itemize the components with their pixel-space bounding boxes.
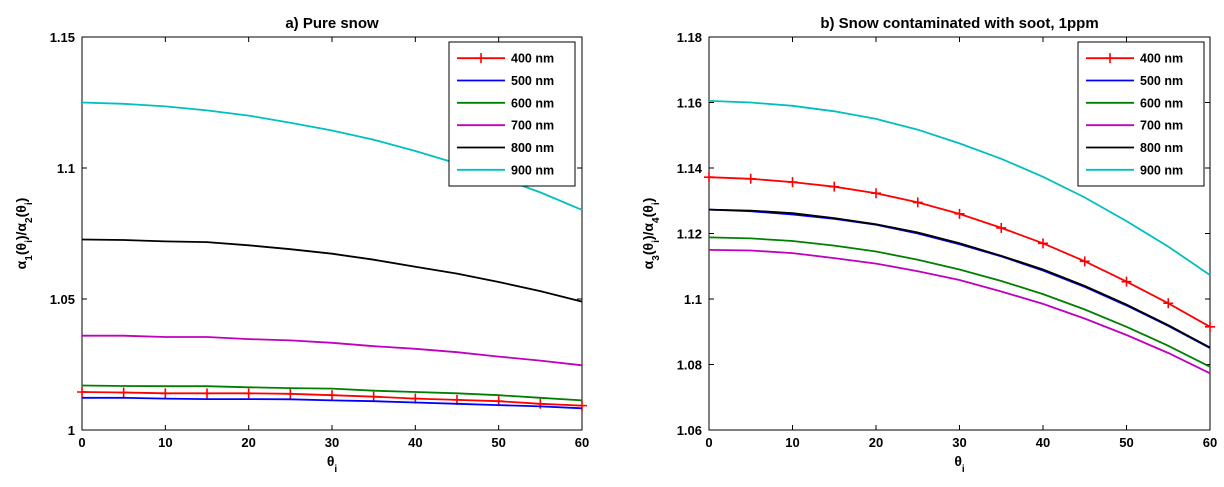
legend: 400 nm 500 nm 600 nm 700 nm 800 nm 900 nm: [1077, 41, 1205, 187]
x-tick-label: 60: [575, 435, 589, 450]
x-tick-label: 60: [1203, 435, 1217, 450]
legend: 400 nm 500 nm 600 nm 700 nm 800 nm 900 nm: [448, 41, 576, 187]
x-tick-label: 40: [1036, 435, 1050, 450]
data-point-marker: [1163, 298, 1174, 309]
data-point-marker: [77, 387, 87, 398]
data-point-marker: [1121, 276, 1132, 287]
x-tick-label: 50: [491, 435, 505, 450]
legend-entry-label: 600 nm: [1140, 96, 1183, 110]
series-line-600-nm: [708, 236, 1211, 368]
x-tick-label: 20: [869, 435, 883, 450]
legend-entry-label: 400 nm: [1140, 52, 1183, 66]
data-point-marker: [1205, 321, 1215, 332]
y-tick-label: 1.18: [677, 30, 702, 45]
chart-panel-1: a) Pure snow 0 10 20 30 40 50 60 1 1.05 1.1 1.15 θi α…: [13, 15, 589, 475]
y-tick-label: 1.14: [677, 161, 703, 176]
legend-entry-label: 800 nm: [511, 141, 554, 155]
x-tick-label: 20: [241, 435, 255, 450]
legend-entry-label: 400 nm: [511, 52, 554, 66]
y-tick-label: 1: [68, 423, 75, 438]
legend-entry-label: 700 nm: [511, 119, 554, 133]
series-line-500-nm: [82, 396, 583, 410]
data-point-marker: [787, 177, 798, 188]
legend-box: [1077, 41, 1205, 187]
legend-entry-label: 900 nm: [511, 163, 554, 177]
legend-marker: [1105, 53, 1115, 64]
legend-entry-label: 600 nm: [511, 96, 554, 110]
x-tick-label: 10: [785, 435, 799, 450]
series-line-900-nm: [708, 100, 1211, 276]
series-line-800-nm: [708, 208, 1211, 349]
data-point-marker: [368, 391, 379, 402]
y-tick-label: 1.16: [677, 96, 702, 111]
x-tick-label: 30: [952, 435, 966, 450]
chart-panel-2: b) Snow contaminated with soot, 1ppm 0 10 2…: [640, 15, 1217, 475]
legend-marker: [476, 53, 486, 64]
y-axis-label: α3(θi)/α4(θi): [640, 198, 662, 270]
data-point-marker: [829, 181, 840, 192]
data-point-marker: [118, 387, 129, 398]
chart-title: b) Snow contaminated with soot, 1ppm: [820, 15, 1098, 32]
series-line-800-nm: [81, 238, 583, 303]
y-tick-label: 1.1: [57, 161, 75, 176]
data-point-marker: [912, 197, 923, 208]
chart-title: a) Pure snow: [285, 15, 379, 32]
y-tick-label: 1.1: [684, 292, 702, 307]
legend-entry-label: 800 nm: [1140, 141, 1183, 155]
x-tick-label: 40: [408, 435, 422, 450]
x-tick-label: 30: [325, 435, 339, 450]
x-axis-label: θi: [954, 453, 965, 475]
legend-entry-label: 900 nm: [1140, 163, 1183, 177]
data-point-marker: [285, 388, 296, 399]
data-point-marker: [577, 400, 587, 411]
data-point-marker: [745, 173, 756, 184]
data-point-marker: [160, 388, 171, 399]
series-line-600-nm: [81, 384, 583, 402]
data-point-marker: [954, 208, 965, 219]
x-axis-label: θi: [327, 453, 338, 475]
data-point-marker: [1079, 256, 1090, 267]
data-point-marker: [871, 188, 881, 199]
y-tick-label: 1.12: [677, 227, 702, 242]
x-tick-label: 0: [705, 435, 712, 450]
x-tick-label: 10: [158, 435, 172, 450]
y-tick-label: 1.15: [50, 30, 75, 45]
x-tick-label: 0: [78, 435, 85, 450]
x-tick-label: 50: [1119, 435, 1133, 450]
y-tick-label: 1.08: [677, 358, 702, 373]
y-tick-label: 1.05: [50, 292, 75, 307]
legend-box: [448, 41, 576, 187]
data-point-marker: [704, 172, 714, 183]
y-axis-label: α1(θi)/α2(θi): [13, 198, 35, 270]
data-point-marker: [243, 388, 254, 399]
legend-entry-label: 700 nm: [1140, 119, 1183, 133]
series-line-700-nm: [708, 249, 1211, 375]
y-tick-label: 1.06: [677, 423, 702, 438]
data-point-marker: [202, 388, 212, 399]
data-point-marker: [1038, 238, 1048, 249]
legend-entry-label: 500 nm: [1140, 74, 1183, 88]
legend-entry-label: 500 nm: [511, 74, 554, 88]
series-line-700-nm: [82, 334, 583, 367]
data-point-marker: [327, 390, 337, 401]
data-point-marker: [996, 222, 1007, 233]
